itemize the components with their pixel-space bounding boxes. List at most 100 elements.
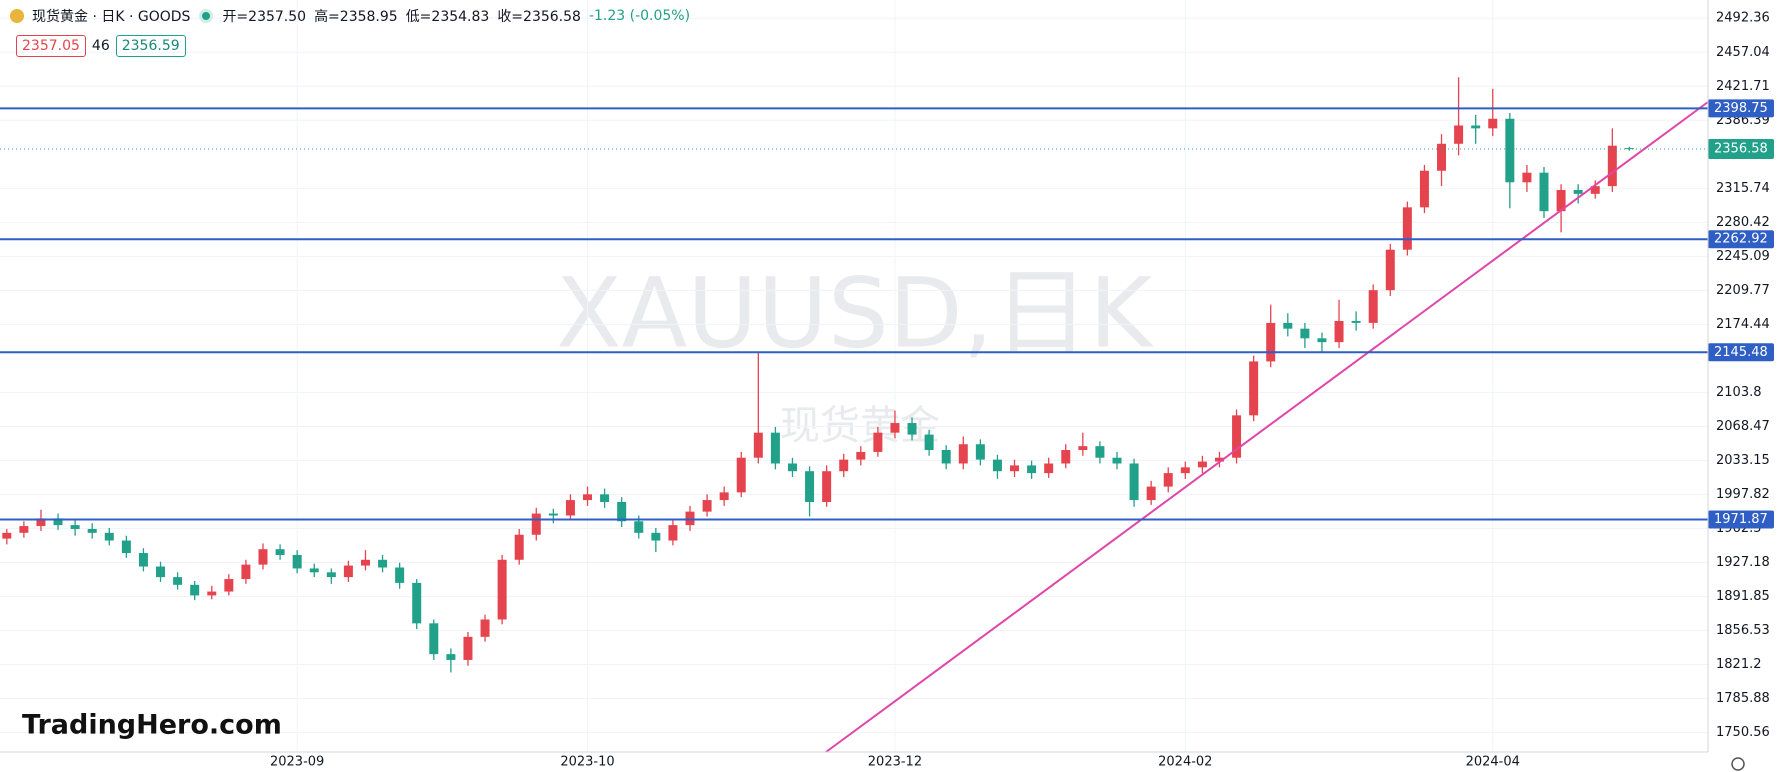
candle-body [941, 450, 951, 464]
candle-body [1044, 463, 1054, 474]
candle-body [463, 636, 473, 660]
candle-body [1522, 172, 1532, 183]
candle-body [702, 500, 712, 512]
candle-body [1488, 118, 1498, 129]
candle-body [634, 521, 644, 533]
candle-body [395, 567, 405, 583]
watermark: XAUUSD,日K [556, 257, 1154, 369]
candle-body [1163, 473, 1173, 487]
candle-body [1180, 467, 1190, 474]
candle-body [104, 532, 114, 541]
last-price-label-bg [1708, 138, 1774, 159]
candle-body [173, 577, 183, 585]
symbol-icon [10, 9, 24, 23]
header: 现货黄金 · 日K · GOODS 开=2357.50 高=2358.95 低=… [10, 6, 690, 26]
candle-body [685, 511, 695, 526]
candle-body [1454, 125, 1464, 144]
y-tick-label: 2033.15 [1716, 453, 1770, 468]
candle-body [121, 540, 131, 554]
trend-line [825, 101, 1709, 753]
candle-body [907, 423, 917, 435]
y-tick-label: 1750.56 [1716, 725, 1770, 740]
candle-body [565, 500, 575, 516]
candle-body [1095, 446, 1105, 458]
y-tick-label: 1821.2 [1716, 657, 1762, 672]
candle-body [1214, 457, 1224, 462]
candle-body [190, 584, 200, 596]
level-label-bg [1708, 343, 1774, 362]
candle-body [156, 566, 166, 578]
spread: 46 [91, 38, 110, 54]
candle-body [1624, 148, 1634, 150]
candle-body [787, 463, 797, 472]
candle-body [326, 572, 336, 578]
y-tick-label: 2492.36 [1716, 11, 1770, 26]
candle-body [1061, 450, 1071, 464]
y-tick-label: 2280.42 [1716, 215, 1770, 230]
settings-icon[interactable] [1731, 757, 1745, 771]
candle-body [1078, 446, 1088, 451]
level-label: 2145.48 [1714, 345, 1768, 360]
candle-body [770, 432, 780, 464]
candle-body [1351, 320, 1361, 323]
level-label: 2262.92 [1714, 232, 1768, 247]
candle-body [958, 444, 968, 464]
candle-body [1232, 415, 1242, 458]
quote: 2357.05 46 2356.59 [16, 35, 186, 57]
y-tick-label: 2457.04 [1716, 45, 1770, 60]
candle-body [1471, 125, 1481, 129]
ohlc-open: 开=2357.50 [222, 9, 307, 25]
candle-body [1146, 486, 1156, 501]
candle-body [446, 654, 456, 660]
overlay: 2492.362457.042421.712386.392315.742280.… [0, 11, 1774, 770]
candle-body [343, 565, 353, 578]
y-tick-label: 2421.71 [1716, 79, 1770, 94]
candle-body [138, 553, 148, 567]
candle-body [890, 423, 900, 433]
y-tick-label: 2209.77 [1716, 283, 1770, 298]
candle-body [1505, 118, 1515, 183]
candle-body [309, 568, 319, 573]
candle-body [241, 564, 251, 580]
candle-body [1283, 322, 1293, 329]
x-tick-label: 2024-02 [1158, 755, 1212, 770]
candle-body [1419, 170, 1429, 208]
candle-body [70, 525, 80, 529]
candle-body [1317, 338, 1327, 343]
candle-body [924, 434, 934, 451]
candle-body [1539, 172, 1549, 212]
candle-body [1402, 207, 1412, 250]
candle-body [617, 502, 627, 522]
y-tick-label: 1785.88 [1716, 691, 1770, 706]
candle-body [719, 492, 729, 501]
y-tick-label: 2068.47 [1716, 419, 1770, 434]
candle-body [2, 532, 12, 539]
candle-body [292, 554, 302, 569]
y-tick-label: 1927.18 [1716, 555, 1770, 570]
ask[interactable]: 2356.59 [115, 35, 186, 57]
candle-body [1129, 463, 1139, 501]
candle-body [53, 518, 63, 526]
candle-body [839, 459, 849, 472]
candle-body [1385, 249, 1395, 291]
grid [0, 0, 1708, 752]
bid[interactable]: 2357.05 [16, 35, 86, 57]
y-tick-label: 1856.53 [1716, 623, 1770, 638]
last-price-label: 2356.58 [1714, 141, 1768, 156]
y-tick-label: 2315.74 [1716, 181, 1770, 196]
candle-body [1027, 465, 1037, 474]
y-tick-label: 2245.09 [1716, 249, 1770, 264]
change: -1.23 (-0.05%) [588, 8, 691, 24]
x-tick-label: 2023-09 [270, 755, 324, 770]
candle-body [412, 582, 422, 624]
candle-body [514, 534, 524, 560]
ohlc-close: 收=2356.58 [497, 9, 581, 25]
y-tick-label: 1891.85 [1716, 589, 1770, 604]
candle-body [1437, 143, 1447, 171]
symbol-title: 现货黄金 · 日K · GOODS [32, 9, 191, 25]
candle-body [822, 471, 832, 503]
candle-body [429, 623, 439, 655]
candle-body [531, 513, 541, 535]
candle-body [1266, 322, 1276, 362]
